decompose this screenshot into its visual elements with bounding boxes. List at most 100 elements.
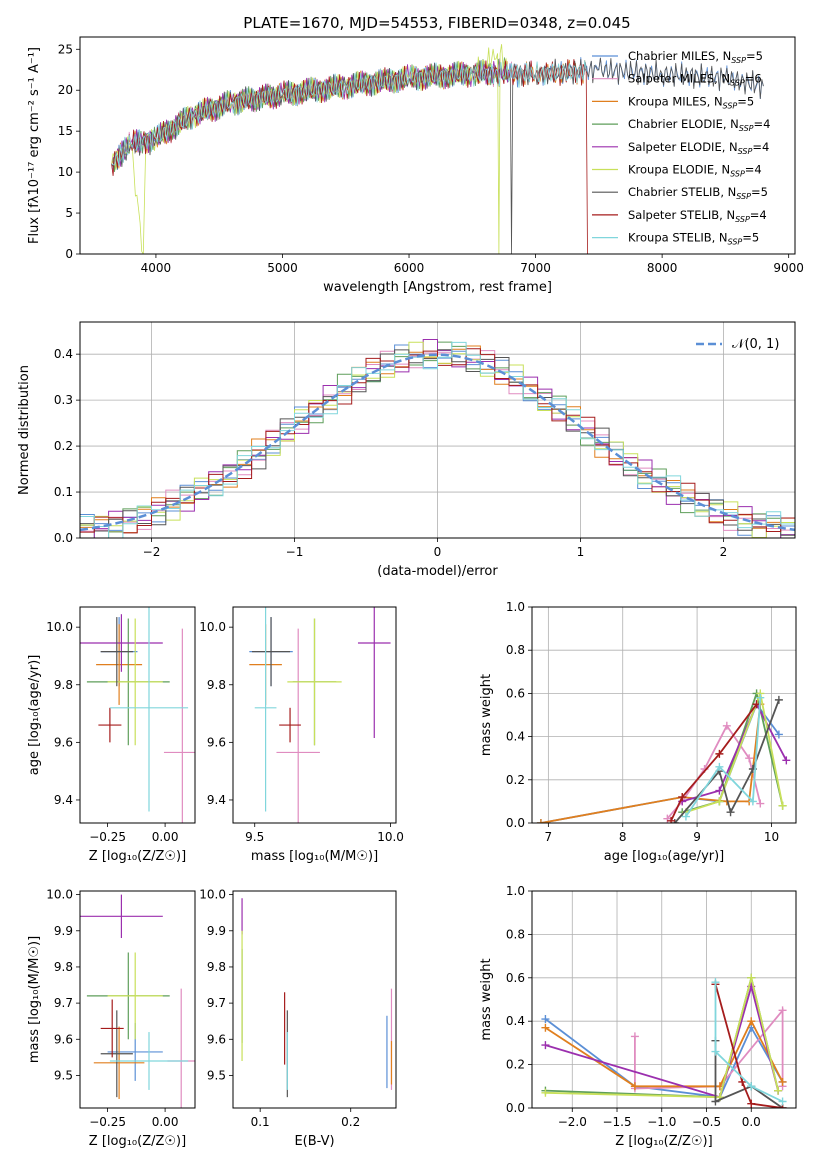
x-tick-label: 9 xyxy=(693,830,701,844)
legend-entry: Kroupa MILES, NSSP=5 xyxy=(628,94,754,110)
y-tick-label: 0.1 xyxy=(54,485,73,499)
plot-area-5 xyxy=(80,894,195,1108)
legend-entry: Chabrier STELIB, NSSP=5 xyxy=(628,185,768,201)
weight-point-marker xyxy=(722,721,731,730)
legend-entry: Chabrier ELODIE, NSSP=4 xyxy=(628,117,770,133)
x-axis-label: wavelength [Angstrom, rest frame] xyxy=(323,280,552,295)
y-tick-label: 20 xyxy=(58,83,73,97)
y-tick-label: 0.4 xyxy=(506,730,525,744)
weight-series-line xyxy=(545,983,779,1099)
plot-area-7 xyxy=(532,891,796,1108)
y-tick-label: 0.3 xyxy=(54,393,73,407)
weight-point-marker xyxy=(774,730,783,739)
weight-point-marker xyxy=(774,1086,783,1095)
axes-frame xyxy=(531,890,797,1109)
x-tick-label: −1 xyxy=(286,545,304,559)
y-tick-label: 0.2 xyxy=(506,1058,525,1072)
spectrum-series-line xyxy=(111,60,587,167)
y-tick-label: 0 xyxy=(65,247,73,261)
normal-curve-line xyxy=(80,353,795,532)
y-tick-label: 0.4 xyxy=(506,1014,525,1028)
x-tick-label: 8000 xyxy=(647,261,678,275)
y-axis-label: mass weight xyxy=(479,958,494,1040)
plot-area-3 xyxy=(249,607,391,823)
weight-point-marker xyxy=(774,695,783,704)
weight-point-marker xyxy=(778,1006,787,1015)
y-tick-label: 0.0 xyxy=(54,531,73,545)
spectrum-series-line xyxy=(111,57,764,254)
x-tick-label: 10.0 xyxy=(377,830,404,844)
axes-frame xyxy=(232,606,397,824)
y-tick-label: 10.0 xyxy=(199,620,226,634)
weight-point-marker xyxy=(715,786,724,795)
axes-frame xyxy=(79,36,796,255)
x-axis-label: Z [log₁₀(Z/Z☉)] xyxy=(89,849,186,864)
weight-point-marker xyxy=(778,1077,787,1086)
weight-series-line xyxy=(714,984,783,1108)
weight-point-marker xyxy=(756,799,765,808)
y-axis-label: Flux [fλ10⁻¹⁷ erg cm⁻² s⁻¹ A⁻¹] xyxy=(27,47,42,244)
weight-point-marker xyxy=(667,816,676,823)
weight-point-marker xyxy=(715,762,724,771)
legend-entry: Chabrier MILES, NSSP=5 xyxy=(628,49,763,65)
y-tick-label: 25 xyxy=(58,42,73,56)
axes-frame xyxy=(232,890,397,1109)
y-tick-label: 1.0 xyxy=(506,600,525,614)
plot-area-2 xyxy=(80,607,195,823)
x-tick-label: −2 xyxy=(143,545,161,559)
figure-title: PLATE=1670, MJD=54553, FIBERID=0348, z=0… xyxy=(243,14,630,32)
x-tick-label: 0.0 xyxy=(742,1115,761,1129)
y-tick-label: 0.6 xyxy=(506,686,525,700)
weight-point-marker xyxy=(711,1097,720,1106)
weight-series-line xyxy=(545,977,779,1099)
weight-series-line xyxy=(685,697,762,818)
y-tick-label: 0.6 xyxy=(506,971,525,985)
legend-entry: Kroupa ELODIE, NSSP=4 xyxy=(628,163,762,179)
x-tick-label: 2 xyxy=(720,545,728,559)
x-tick-label: 9000 xyxy=(773,261,804,275)
x-tick-label: 4000 xyxy=(141,261,172,275)
y-tick-label: 9.5 xyxy=(207,1068,226,1082)
axes-frame xyxy=(79,606,196,824)
x-tick-label: 10 xyxy=(764,830,779,844)
weight-point-marker xyxy=(778,801,787,810)
weight-point-marker xyxy=(536,819,545,823)
x-tick-label: −1.5 xyxy=(602,1115,631,1129)
weight-series-line xyxy=(666,724,762,820)
spectrum-series-line xyxy=(111,59,588,254)
y-tick-label: 10.0 xyxy=(46,888,73,902)
x-axis-label: Z [log₁₀(Z/Z☉)] xyxy=(615,1134,712,1149)
legend-entry: Salpeter MILES, NSSP=6 xyxy=(628,72,762,88)
legend-entry: 𝒩(0, 1) xyxy=(732,337,779,352)
x-axis-label: Z [log₁₀(Z/Z☉)] xyxy=(89,1134,186,1149)
y-tick-label: 0.4 xyxy=(54,347,73,361)
y-axis-label: mass [log₁₀(M/M☉)] xyxy=(27,936,42,1063)
weight-point-marker xyxy=(541,1041,550,1050)
x-tick-label: −0.25 xyxy=(89,830,126,844)
weight-point-marker xyxy=(541,1015,550,1024)
x-tick-label: −0.5 xyxy=(692,1115,721,1129)
y-tick-label: 9.8 xyxy=(207,960,226,974)
weight-point-marker xyxy=(715,797,724,806)
plot-area-6 xyxy=(241,898,393,1098)
x-tick-label: 0 xyxy=(434,545,442,559)
y-tick-label: 15 xyxy=(58,124,73,138)
weight-point-marker xyxy=(748,797,757,806)
y-axis-label: mass weight xyxy=(479,674,494,756)
weight-series-line xyxy=(670,703,758,822)
weight-series-line xyxy=(714,1040,784,1108)
axes-frame xyxy=(531,606,797,824)
y-tick-label: 9.7 xyxy=(54,996,73,1010)
plot-area-4 xyxy=(532,607,796,823)
y-tick-label: 0.8 xyxy=(506,927,525,941)
legend-entry: Salpeter ELODIE, NSSP=4 xyxy=(628,140,769,156)
y-tick-label: 0.0 xyxy=(506,816,525,830)
weight-point-marker xyxy=(726,808,735,817)
y-tick-label: 0.0 xyxy=(506,1101,525,1115)
weight-point-marker xyxy=(747,1082,756,1091)
y-tick-label: 10.0 xyxy=(199,888,226,902)
weight-point-marker xyxy=(747,1017,756,1026)
weight-point-marker xyxy=(778,1097,787,1106)
y-tick-label: 10 xyxy=(58,165,73,179)
weight-point-marker xyxy=(630,1032,639,1041)
